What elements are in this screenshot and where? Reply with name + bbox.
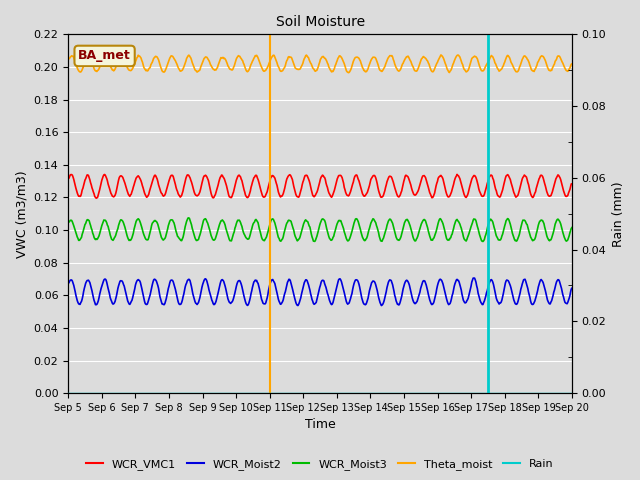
Y-axis label: VWC (m3/m3): VWC (m3/m3) bbox=[15, 170, 28, 258]
X-axis label: Time: Time bbox=[305, 419, 335, 432]
Title: Soil Moisture: Soil Moisture bbox=[275, 15, 365, 29]
Legend: WCR_VMC1, WCR_Moist2, WCR_Moist3, Theta_moist, Rain: WCR_VMC1, WCR_Moist2, WCR_Moist3, Theta_… bbox=[82, 455, 558, 474]
Text: BA_met: BA_met bbox=[78, 49, 131, 62]
Y-axis label: Rain (mm): Rain (mm) bbox=[612, 181, 625, 247]
